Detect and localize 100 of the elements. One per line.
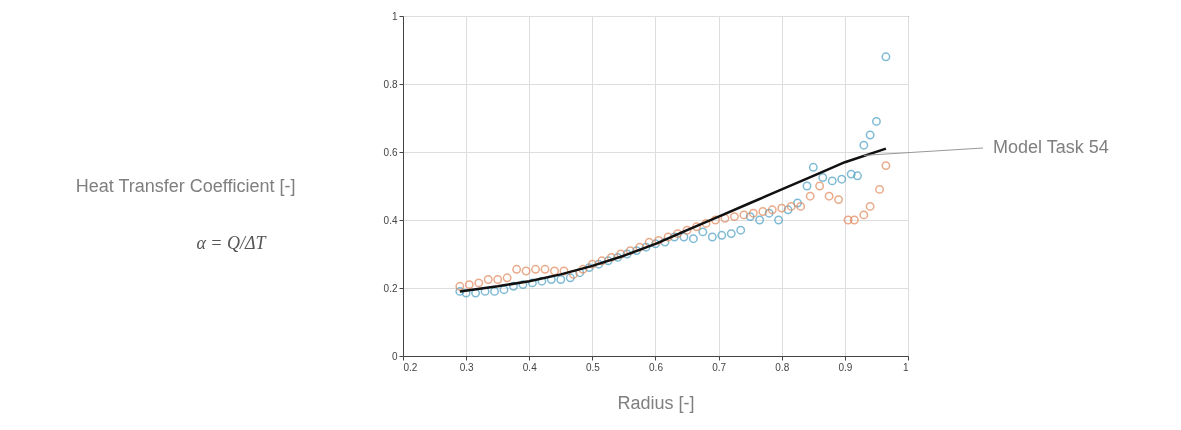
point xyxy=(745,212,755,222)
point xyxy=(521,266,531,276)
point xyxy=(632,246,642,256)
point xyxy=(701,218,711,228)
point xyxy=(502,273,512,283)
y-tick-label: 0.2 xyxy=(383,282,398,294)
y-axis-title: Heat Transfer Coefficient [-] xyxy=(75,175,296,196)
y-tick-label: 0.4 xyxy=(383,214,398,226)
point xyxy=(531,264,541,274)
point xyxy=(603,256,613,266)
x-tick-label: 0.5 xyxy=(585,361,601,373)
point xyxy=(483,275,493,284)
point xyxy=(736,225,746,235)
x-tick-label: 0.3 xyxy=(459,361,475,373)
point xyxy=(755,215,765,225)
point xyxy=(527,278,537,288)
point xyxy=(720,213,730,223)
point xyxy=(786,201,796,211)
y-tick-label: 1 xyxy=(391,10,398,22)
point xyxy=(853,171,862,181)
point xyxy=(774,215,784,225)
point xyxy=(682,225,692,235)
point xyxy=(865,130,875,140)
point xyxy=(758,207,768,216)
point xyxy=(824,191,834,201)
point xyxy=(635,242,645,252)
point xyxy=(556,275,566,284)
point xyxy=(660,237,670,247)
line-series xyxy=(458,147,888,293)
point xyxy=(748,208,758,218)
annotation: Model Task 54 xyxy=(993,137,1109,157)
point xyxy=(843,215,853,225)
point xyxy=(688,234,698,244)
point xyxy=(540,264,550,274)
point xyxy=(834,195,844,205)
point xyxy=(512,264,522,274)
point xyxy=(783,205,793,215)
point xyxy=(777,203,787,213)
point xyxy=(881,161,891,171)
point xyxy=(815,181,825,191)
point xyxy=(692,222,701,232)
point xyxy=(641,242,651,252)
point xyxy=(846,169,856,179)
x-tick-label: 1 xyxy=(902,361,909,373)
point xyxy=(669,232,679,242)
point xyxy=(509,281,518,291)
point xyxy=(827,176,837,186)
point xyxy=(651,239,660,249)
point xyxy=(455,286,465,296)
point xyxy=(546,275,556,284)
point xyxy=(875,184,885,194)
point xyxy=(698,227,708,237)
point xyxy=(606,252,616,262)
point xyxy=(881,52,891,62)
point xyxy=(793,198,802,208)
point xyxy=(474,278,484,288)
point xyxy=(818,173,828,182)
x-axis-title: Radius [-] xyxy=(617,392,695,413)
point xyxy=(559,266,569,276)
point xyxy=(871,116,881,126)
y-tick-label: 0.6 xyxy=(383,146,398,158)
point xyxy=(726,229,736,239)
point xyxy=(707,232,717,242)
point xyxy=(796,201,806,211)
point xyxy=(711,215,720,225)
point xyxy=(739,210,749,220)
point xyxy=(805,191,815,201)
point xyxy=(837,174,847,184)
x-tick-label: 0.7 xyxy=(712,361,727,373)
point xyxy=(654,235,664,245)
point xyxy=(808,162,818,172)
point xyxy=(587,259,597,269)
y-tick-label: 0.8 xyxy=(383,78,398,90)
x-tick-label: 0.8 xyxy=(775,361,790,373)
point xyxy=(679,232,689,242)
x-tick-label: 0.4 xyxy=(522,361,538,373)
point xyxy=(518,280,528,290)
point xyxy=(550,266,559,276)
x-tick-label: 0.2 xyxy=(403,361,418,373)
text: α = Q/ΔT xyxy=(196,233,268,253)
x-tick-label: 0.9 xyxy=(838,361,853,373)
point xyxy=(584,263,594,273)
point xyxy=(493,275,503,284)
point xyxy=(865,201,875,211)
point xyxy=(490,286,499,296)
point xyxy=(717,230,727,240)
point xyxy=(849,215,859,225)
point xyxy=(673,229,683,239)
point xyxy=(859,210,869,220)
point xyxy=(455,281,465,291)
point xyxy=(464,280,474,290)
point xyxy=(729,212,739,222)
point xyxy=(461,288,471,298)
point xyxy=(578,264,588,274)
point xyxy=(802,181,812,191)
point xyxy=(499,285,509,295)
x-tick-label: 0.6 xyxy=(649,361,664,373)
y-tick-label: 0 xyxy=(391,350,398,362)
point xyxy=(859,140,869,150)
point xyxy=(565,273,575,283)
